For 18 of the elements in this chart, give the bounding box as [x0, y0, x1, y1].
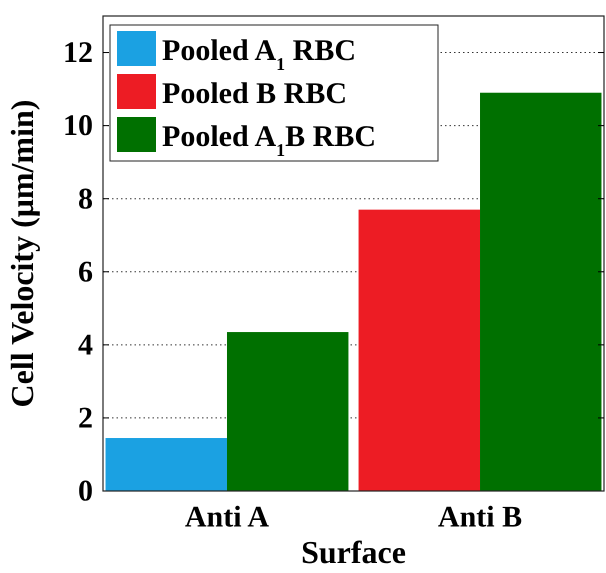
- bar: [106, 438, 227, 491]
- x-axis-title: Surface: [301, 534, 406, 570]
- legend-label: Pooled A$_{1}$B RBC: [162, 120, 376, 160]
- legend-label: Pooled B RBC: [162, 77, 348, 110]
- x-tick-label: Anti B: [438, 500, 522, 534]
- bar: [358, 210, 480, 491]
- y-tick-label: 8: [78, 182, 93, 216]
- y-tick-label: 10: [63, 109, 93, 142]
- y-tick-label: 6: [78, 255, 93, 288]
- bar: [226, 332, 348, 491]
- y-axis-title: Cell Velocity (μm/min): [4, 100, 40, 408]
- y-tick-label: 12: [63, 36, 93, 70]
- bar: [480, 92, 602, 491]
- y-tick-label: 2: [78, 402, 93, 435]
- y-tick-label: 0: [78, 474, 93, 508]
- x-tick-label: Anti A: [184, 500, 270, 534]
- legend-label: Pooled A$_{1}$ RBC: [162, 34, 356, 74]
- y-tick-label: 4: [78, 328, 93, 362]
